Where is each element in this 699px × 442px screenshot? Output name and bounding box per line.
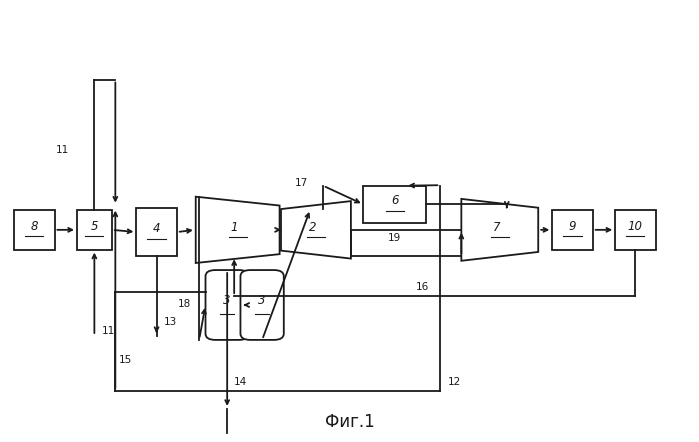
Text: 13: 13 — [164, 317, 177, 327]
Text: 9: 9 — [569, 220, 576, 233]
Text: 6: 6 — [391, 194, 398, 207]
Text: 5: 5 — [91, 220, 98, 233]
Text: 3: 3 — [259, 294, 266, 307]
Text: 2: 2 — [309, 221, 316, 234]
Text: 18: 18 — [178, 299, 192, 309]
FancyBboxPatch shape — [206, 270, 249, 340]
Text: 10: 10 — [628, 220, 643, 233]
Bar — [552, 210, 593, 250]
Polygon shape — [281, 201, 351, 259]
Text: 17: 17 — [295, 178, 308, 188]
Text: 19: 19 — [388, 233, 401, 243]
Text: 15: 15 — [119, 354, 132, 365]
Text: 4: 4 — [153, 222, 160, 235]
Text: Фиг.1: Фиг.1 — [324, 413, 375, 431]
Text: 11: 11 — [101, 326, 115, 336]
Bar — [77, 210, 112, 250]
Text: 3: 3 — [224, 294, 231, 307]
Text: 1: 1 — [231, 221, 238, 234]
FancyBboxPatch shape — [240, 270, 284, 340]
Text: 11: 11 — [56, 145, 69, 155]
Text: 16: 16 — [416, 282, 429, 292]
Bar — [136, 208, 177, 256]
Text: 12: 12 — [447, 377, 461, 387]
Bar — [363, 186, 426, 223]
Polygon shape — [461, 199, 538, 261]
Text: 8: 8 — [31, 220, 38, 233]
Text: 14: 14 — [234, 377, 247, 387]
Bar — [14, 210, 55, 250]
Polygon shape — [196, 197, 280, 263]
Text: 7: 7 — [493, 221, 500, 234]
Bar — [615, 210, 656, 250]
